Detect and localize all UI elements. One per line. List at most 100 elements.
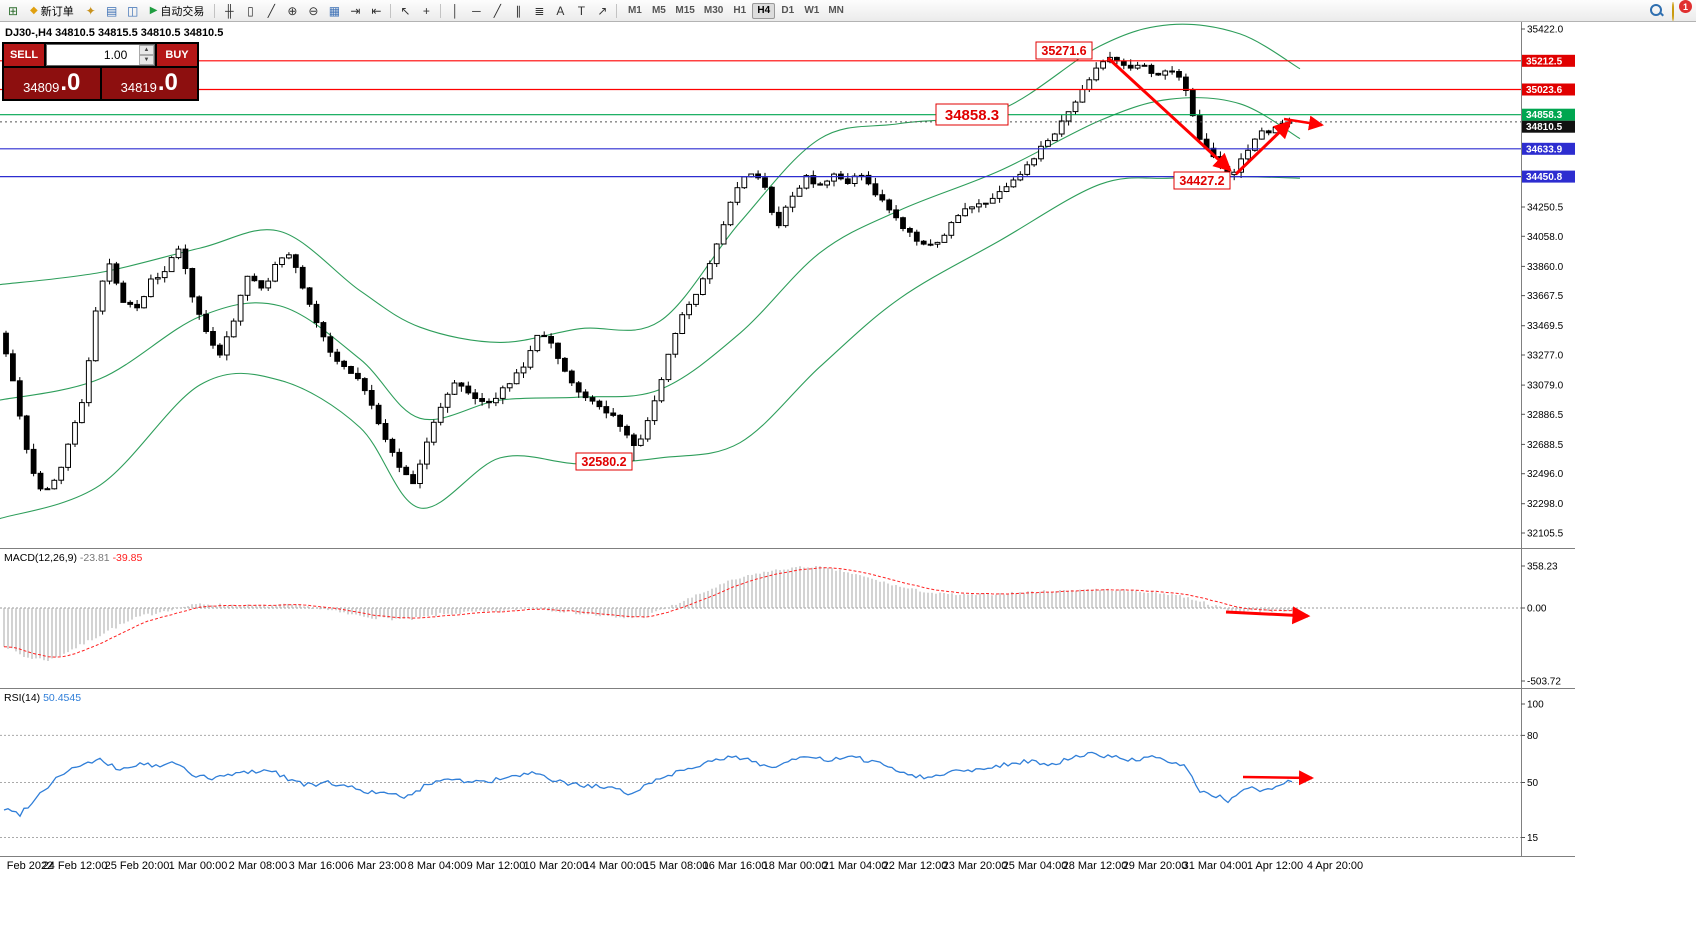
chart-profiles-icon[interactable]: ✦ — [85, 3, 96, 18]
price-tag — [1522, 83, 1575, 96]
time-axis-label: 2 Mar 08:00 — [228, 860, 288, 872]
time-axis-label: 25 Mar 04:00 — [1002, 860, 1068, 872]
timeframe-w1-button[interactable]: W1 — [804, 5, 820, 16]
zoom-in-icon[interactable]: ⊕ — [287, 3, 298, 18]
chart-ohlc-title: DJ30-,H4 34810.5 34815.5 34810.5 34810.5 — [5, 27, 224, 39]
horizontal-line-icon[interactable]: ─ — [472, 3, 481, 18]
search-icon[interactable] — [1649, 3, 1664, 18]
macd-indicator-label: MACD(12,26,9) -23.81 -39.85 — [4, 552, 142, 564]
tile-windows-icon[interactable]: ▦ — [328, 3, 341, 18]
price-axis-label: 32886.5 — [1527, 410, 1564, 421]
toolbar-separator — [616, 3, 618, 18]
auto-trading-play-icon: ▶ — [149, 5, 158, 16]
timeframe-h4-button[interactable]: H4 — [752, 2, 776, 19]
data-window-icon[interactable]: ◫ — [127, 3, 139, 18]
buy-price-pips: .0 — [157, 69, 178, 96]
timeframe-m5-button[interactable]: M5 — [651, 5, 666, 16]
svg-text:35271.6: 35271.6 — [1041, 44, 1086, 58]
timeframe-m1-button[interactable]: M1 — [627, 5, 642, 16]
buy-price-button[interactable]: 34819 .0 — [101, 68, 197, 99]
main-chart-canvas[interactable]: 35271.6 34858.3 34427.2 32580.2 35422.0 34250… — [0, 22, 1575, 548]
bar-chart-icon[interactable]: ╫ — [225, 3, 234, 18]
time-axis-label: Feb 2022 — [6, 860, 54, 872]
notification-badge[interactable]: 1 — [1679, 0, 1692, 13]
sell-button[interactable]: SELL — [4, 44, 44, 66]
chart-shift-icon[interactable]: ⇤ — [371, 3, 382, 18]
rsi-panel-canvas[interactable]: 100 80 50 15 RSI(14) 50.4545 — [0, 688, 1575, 856]
time-axis-label: 23 Mar 20:00 — [942, 860, 1008, 872]
macd-histogram — [3, 566, 1293, 661]
trend-arrow[interactable] — [1106, 56, 1232, 172]
community-account[interactable]: 1 — [1672, 0, 1692, 21]
candlestick-chart-icon[interactable]: ▯ — [247, 3, 254, 18]
vertical-line-icon[interactable]: │ — [451, 3, 460, 18]
macd-axis-label: 358.23 — [1527, 562, 1558, 573]
toolbar-separator — [390, 3, 392, 18]
toolbar-separator — [214, 3, 216, 18]
macd-axis-label: -503.72 — [1527, 677, 1561, 688]
trend-arrow[interactable] — [1242, 770, 1314, 786]
text-icon[interactable]: A — [556, 3, 565, 18]
fibonacci-icon[interactable]: ≣ — [534, 3, 545, 18]
toolbar-right: 1 — [1649, 0, 1693, 21]
time-axis-label: 16 Mar 16:00 — [702, 860, 768, 872]
macd-signal-line — [3, 567, 1292, 658]
time-axis-label: 28 Mar 12:00 — [1062, 860, 1128, 872]
auto-scroll-icon[interactable]: ⇥ — [350, 3, 361, 18]
timeframe-mn-button[interactable]: MN — [828, 5, 844, 16]
timeframe-toolbar: M1 M5 M15 M30 H1 H4 D1 W1 MN — [623, 2, 847, 19]
trend-arrow[interactable] — [1225, 606, 1311, 625]
bollinger-upper-band — [0, 23, 1301, 343]
volume-stepper: ▲ ▼ — [139, 45, 154, 65]
trendline-icon[interactable]: ╱ — [493, 3, 502, 18]
equidistant-channel-icon[interactable]: ∥ — [515, 3, 522, 18]
time-axis-label: 1 Mar 00:00 — [168, 860, 228, 872]
time-axis-label: 24 Feb 12:00 — [42, 860, 108, 872]
arrows-tool-icon[interactable]: ↗ — [597, 3, 608, 18]
sell-price-button[interactable]: 34809 .0 — [4, 68, 100, 99]
trend-arrow[interactable] — [1234, 120, 1292, 176]
price-annotation[interactable]: 34858.3 — [935, 103, 1009, 126]
auto-trading-button-label: 自动交易 — [160, 5, 205, 18]
user-icon — [1672, 2, 1674, 21]
timeframe-m15-button[interactable]: M15 — [675, 5, 695, 16]
price-axis-label: 32496.0 — [1527, 469, 1564, 480]
price-annotation[interactable]: 35271.6 — [1035, 41, 1093, 60]
zoom-out-icon[interactable]: ⊖ — [308, 3, 319, 18]
macd-axis-label: 0.00 — [1527, 604, 1547, 615]
rsi-axis-label: 50 — [1527, 778, 1539, 789]
line-chart-icon[interactable]: ╱ — [267, 3, 276, 18]
buy-button[interactable]: BUY — [157, 44, 197, 66]
crosshair-icon[interactable]: + — [422, 3, 430, 18]
new-order-button[interactable]: ◆ 新订单 — [24, 2, 80, 20]
price-annotation[interactable]: 32580.2 — [575, 452, 633, 471]
price-axis-label: 33667.5 — [1527, 291, 1564, 302]
cursor-icon[interactable]: ↖ — [400, 3, 411, 18]
timeframe-d1-button[interactable]: D1 — [781, 5, 795, 16]
text-label-icon[interactable]: T — [577, 3, 586, 18]
bollinger-lower-band — [0, 176, 1301, 520]
price-axis-label: 34058.0 — [1527, 232, 1564, 243]
auto-trading-button[interactable]: ▶ 自动交易 — [144, 2, 211, 20]
new-chart-icon[interactable]: ⊞ — [7, 3, 19, 18]
sell-price-main: 34809 — [23, 80, 60, 95]
candles — [3, 51, 1293, 492]
price-annotation[interactable]: 34427.2 — [1173, 171, 1231, 190]
timeframe-m30-button[interactable]: M30 — [703, 5, 724, 16]
trend-arrow[interactable] — [1283, 115, 1324, 131]
time-axis-label: 6 Mar 23:00 — [347, 860, 407, 872]
new-order-icon: ◆ — [30, 5, 38, 16]
macd-panel-canvas[interactable]: 358.23 0.00 -503.72 MACD(12,26,9) -23.81 -3… — [0, 548, 1575, 688]
price-axis-label: 32298.0 — [1527, 499, 1564, 510]
svg-text:34858.3: 34858.3 — [1526, 110, 1563, 121]
volume-input[interactable] — [47, 48, 128, 62]
rsi-axis-label: 100 — [1527, 700, 1544, 711]
market-watch-icon[interactable]: ▤ — [106, 3, 118, 18]
time-axis-label: 31 Mar 04:00 — [1182, 860, 1248, 872]
timeframe-h1-button[interactable]: H1 — [733, 5, 747, 16]
volume-up-button[interactable]: ▲ — [139, 45, 154, 55]
rsi-axis-label: 15 — [1527, 833, 1539, 844]
time-axis-label: 8 Mar 04:00 — [407, 860, 467, 872]
volume-down-button[interactable]: ▼ — [139, 55, 154, 65]
sell-price-pips: .0 — [60, 69, 81, 96]
